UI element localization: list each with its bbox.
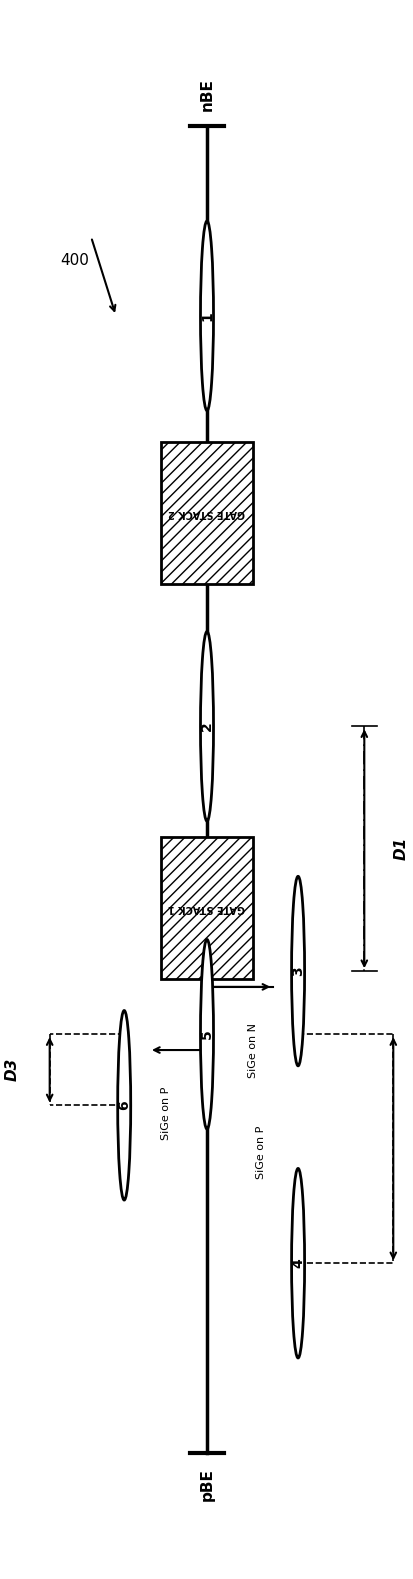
Ellipse shape — [291, 876, 304, 1066]
Ellipse shape — [291, 1168, 304, 1358]
Ellipse shape — [200, 221, 213, 411]
Bar — [161, 442, 252, 584]
Text: pBE: pBE — [199, 1468, 214, 1500]
Ellipse shape — [117, 1011, 131, 1200]
Text: 400: 400 — [60, 253, 89, 267]
Ellipse shape — [200, 632, 213, 821]
Text: GATE STACK 2: GATE STACK 2 — [168, 508, 245, 518]
Ellipse shape — [200, 940, 213, 1129]
Text: 1: 1 — [199, 311, 214, 321]
Text: SiGe on P: SiGe on P — [160, 1086, 170, 1140]
Text: 6: 6 — [117, 1101, 131, 1110]
Text: 4: 4 — [290, 1258, 304, 1268]
Bar — [161, 837, 252, 979]
Text: SiGe on P: SiGe on P — [255, 1126, 265, 1180]
Text: 2: 2 — [199, 722, 214, 731]
Text: 5: 5 — [199, 1030, 214, 1039]
Text: GATE STACK 1: GATE STACK 1 — [168, 903, 245, 913]
Text: D1: D1 — [393, 837, 408, 861]
Text: D3: D3 — [5, 1058, 20, 1082]
Text: SiGe on N: SiGe on N — [247, 1023, 257, 1077]
Text: nBE: nBE — [199, 79, 214, 111]
Text: 3: 3 — [290, 966, 304, 976]
